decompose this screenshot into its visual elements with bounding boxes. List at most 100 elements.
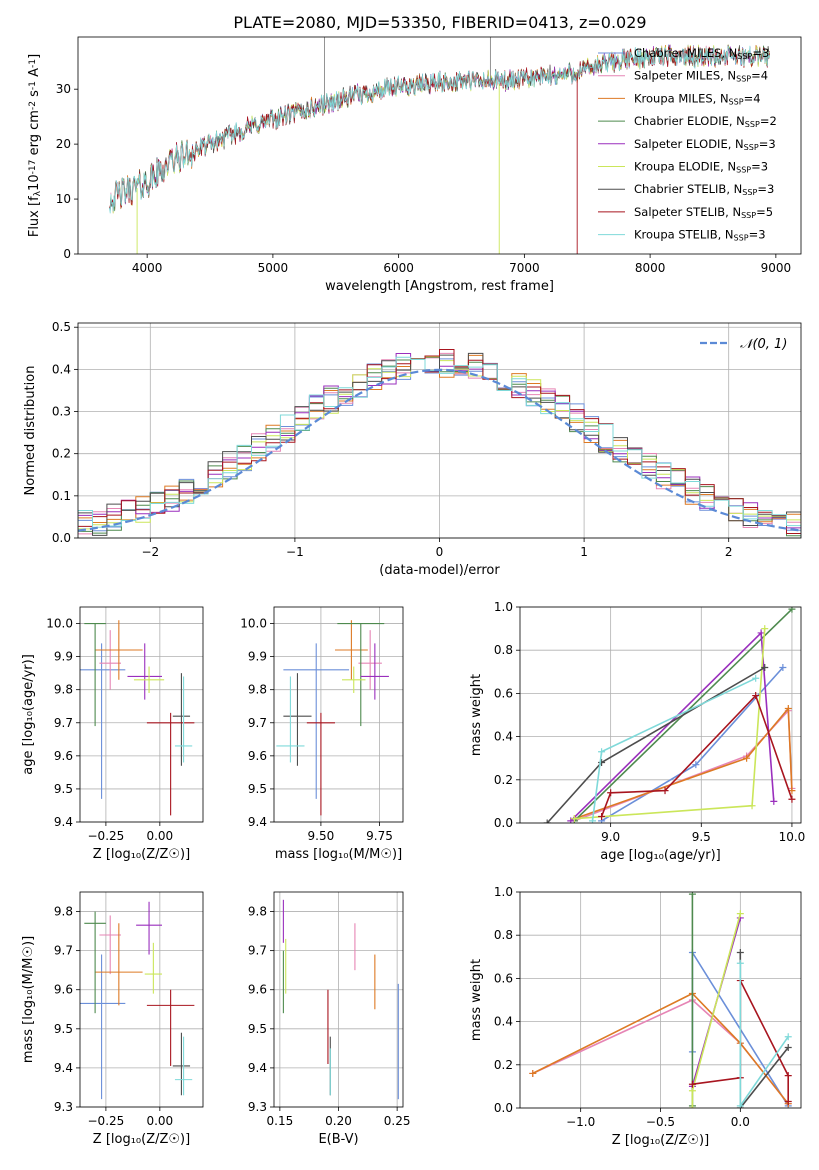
weight-marker: [688, 1104, 696, 1108]
y-tick-label: 0.0: [494, 1101, 513, 1115]
plot-area: [282, 899, 399, 1100]
errorbar-chabrier-miles: [283, 643, 350, 799]
legend-entry: Chabrier ELODIE, NSSP=2: [634, 114, 777, 129]
errorbar-kroupa-stelib: [174, 676, 193, 763]
errorbar-salpeter-miles: [99, 630, 121, 690]
errorbar-salpeter-elodie: [127, 643, 162, 700]
y-tick-label: 9.8: [248, 905, 267, 919]
y-tick-label: 9.5: [248, 782, 267, 796]
errorbar-chabrier-stelib: [172, 1032, 191, 1096]
x-tick-label: 4000: [132, 261, 163, 275]
normal-curve: [78, 368, 801, 532]
legend-entry: Kroupa ELODIE, NSSP=3: [634, 160, 768, 175]
weight-marker: [736, 1102, 744, 1108]
weight-marker: [736, 959, 744, 967]
errorbar-salpeter-stelib: [146, 712, 195, 816]
axes-frame: [519, 606, 802, 824]
axes-frame: [519, 891, 802, 1109]
x-axis-label: Z [log₁₀(Z/Z☉)]: [612, 1133, 709, 1148]
weight-line: [591, 677, 757, 821]
y-tick-label: 9.8: [54, 905, 73, 919]
errorbar-chabrier-miles: [80, 643, 126, 799]
legend: 𝒩(0, 1): [700, 337, 787, 352]
y-tick-label: 0.4: [494, 730, 513, 744]
axes-frame: [273, 891, 404, 1108]
x-tick-label: 9.75: [366, 829, 393, 843]
weight-marker: [688, 1087, 696, 1095]
panels: 4000 5000 6000 7000 8000 90000102030wavelengt…: [21, 36, 805, 1148]
plot-area: [109, 37, 770, 254]
errorbar-kroupa-elodie: [133, 666, 165, 693]
x-tick-label: 10.0: [779, 830, 806, 844]
weight-marker: [570, 815, 578, 823]
y-tick-label: 0.0: [494, 816, 513, 830]
y-tick-label: 9.3: [54, 1100, 73, 1114]
plot-area: [80, 620, 195, 816]
weight-marker: [784, 1098, 792, 1106]
errorbar-chabrier-elodie: [337, 622, 385, 727]
x-tick-label: 6000: [383, 261, 414, 275]
y-tick-label: 9.6: [248, 983, 267, 997]
y-tick-label: 10.0: [240, 617, 267, 631]
plot-area: [80, 901, 195, 1100]
x-tick-label: 9000: [761, 261, 792, 275]
chart-mass-vs-Z: −0.25 0.00 9.3 9.4 9.5 9.6 9.7 9.8 Z [log₁₀(Z/Z☉…: [21, 891, 204, 1147]
x-axis-label: mass [log₁₀(M/M☉)]: [275, 847, 402, 862]
y-tick-label: 1.0: [494, 885, 513, 899]
weight-line-kroupa-stelib: [736, 959, 792, 1108]
x-tick-label: 1: [580, 545, 588, 559]
weight-line-kroupa-elodie: [570, 625, 769, 823]
legend-entry: Chabrier MILES, NSSP=3: [634, 46, 769, 61]
x-tick-label: 0: [436, 545, 444, 559]
legend: Chabrier MILES, NSSP=3 Salpeter MILES, NS…: [598, 46, 777, 242]
errorbar-salpeter-stelib: [146, 989, 195, 1066]
weight-marker: [784, 705, 792, 713]
y-axis-label: Flux [fλ10-17 erg cm-2 s-1 A-1]: [27, 54, 43, 237]
weight-marker: [589, 817, 597, 823]
legend-entry: Salpeter MILES, NSSP=4: [634, 69, 768, 84]
errorbar-chabrier-elodie: [84, 622, 106, 727]
y-tick-label: 9.4: [54, 1061, 73, 1075]
x-tick-label: 7000: [509, 261, 540, 275]
y-tick-label: 9.4: [54, 815, 73, 829]
y-tick-label: 9.9: [248, 650, 267, 664]
legend-entry: Kroupa STELIB, NSSP=3: [634, 228, 766, 243]
errorbar-kroupa-stelib: [174, 1036, 193, 1096]
plot-area: [78, 349, 801, 538]
x-axis-label: E(B-V): [318, 1132, 358, 1147]
y-tick-label: 9.7: [54, 716, 73, 730]
weight-line-kroupa-elodie: [688, 910, 744, 1108]
y-tick-label: 9.5: [248, 1022, 267, 1036]
weight-marker: [770, 797, 778, 805]
errorbar-salpeter-elodie: [136, 901, 162, 955]
y-tick-label: 9.6: [248, 749, 267, 763]
y-tick-label: 10.0: [46, 617, 73, 631]
histogram-salpeter-stelib: [78, 349, 801, 534]
chart-weight-vs-age: 9.0 9.5 10.0 0.0 0.2 0.4 0.6 0.8 1.0 age [log₁₀(a…: [469, 600, 805, 863]
weight-marker: [761, 663, 769, 671]
x-tick-label: −1: [286, 545, 304, 559]
y-tick-label: 0.8: [494, 643, 513, 657]
x-tick-label: 0.0: [731, 1115, 750, 1129]
y-axis-label: Normed distribution: [23, 366, 38, 496]
y-tick-label: 9.7: [248, 944, 267, 958]
weight-marker: [736, 910, 744, 918]
weight-line-chabrier-stelib: [736, 948, 792, 1108]
weight-marker: [752, 674, 760, 682]
legend-entry: Salpeter ELODIE, NSSP=3: [634, 137, 776, 152]
errorbar-kroupa-miles: [334, 620, 368, 680]
weight-marker: [784, 1033, 792, 1041]
y-axis-label: mass [log₁₀(M/M☉)]: [21, 936, 36, 1063]
weight-marker: [607, 789, 615, 797]
y-tick-label: 9.4: [248, 1061, 267, 1075]
spectrum-line-kroupa-stelib: [109, 45, 770, 214]
y-tick-label: 0.6: [494, 686, 513, 700]
x-tick-label: −1.0: [566, 1115, 595, 1129]
weight-marker: [752, 692, 760, 700]
axes-frame: [273, 606, 404, 823]
y-tick-label: 9.5: [54, 1022, 73, 1036]
x-tick-label: 0.15: [267, 1114, 294, 1128]
weight-marker: [661, 787, 669, 795]
y-tick-label: 0.6: [494, 971, 513, 985]
